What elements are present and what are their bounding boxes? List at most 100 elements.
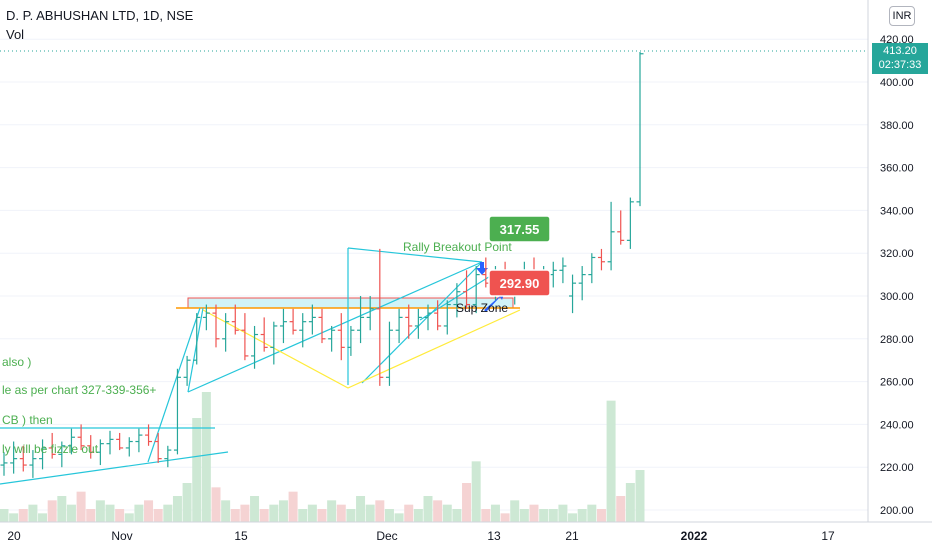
- ohlc-bar[interactable]: [549, 261, 557, 288]
- volume-bar: [105, 504, 115, 522]
- trendline-triangle-f[interactable]: [419, 269, 501, 321]
- ohlc-bar[interactable]: [308, 304, 316, 335]
- y-tick-label: 340.00: [880, 205, 914, 217]
- volume-bar: [124, 513, 134, 522]
- ohlc-bar[interactable]: [87, 435, 95, 459]
- ohlc-bar[interactable]: [443, 300, 451, 335]
- ohlc-bar[interactable]: [472, 266, 480, 314]
- ohlc-bar[interactable]: [453, 283, 461, 318]
- price-axis[interactable]: 420.00400.00380.00360.00340.00320.00300.…: [867, 0, 914, 522]
- ohlc-bar[interactable]: [106, 430, 114, 455]
- volume-bar: [356, 496, 366, 522]
- ohlc-bar[interactable]: [385, 321, 393, 386]
- ohlc-bar[interactable]: [328, 325, 336, 352]
- ohlc-bar[interactable]: [251, 325, 259, 369]
- ohlc-bar[interactable]: [405, 304, 413, 339]
- annotation-rally-breakout[interactable]: Rally Breakout Point: [403, 240, 512, 254]
- ohlc-bar[interactable]: [597, 248, 605, 271]
- ohlc-bar[interactable]: [607, 201, 615, 271]
- ohlc-bar[interactable]: [395, 308, 403, 344]
- ohlc-bar[interactable]: [39, 439, 47, 470]
- ohlc-bar[interactable]: [463, 270, 471, 309]
- ohlc-bar[interactable]: [270, 321, 278, 365]
- ohlc-bar[interactable]: [48, 432, 56, 459]
- ohlc-bar[interactable]: [19, 445, 27, 472]
- ohlc-bar[interactable]: [260, 317, 268, 352]
- volume-bar: [587, 504, 597, 522]
- annotation-sup-zone[interactable]: Sup Zone: [456, 301, 508, 315]
- y-tick-label: 260.00: [880, 377, 914, 389]
- trendline-triangle-a[interactable]: [187, 261, 483, 393]
- ohlc-bar[interactable]: [96, 439, 104, 466]
- ohlc-bar[interactable]: [318, 308, 326, 344]
- volume-bar: [47, 500, 57, 522]
- ohlc-bar[interactable]: [231, 304, 239, 335]
- ohlc-bar[interactable]: [279, 308, 287, 344]
- ohlc-bar[interactable]: [0, 452, 8, 476]
- ohlc-bar[interactable]: [569, 274, 577, 314]
- volume-bar: [375, 500, 385, 522]
- ohlc-bar[interactable]: [164, 445, 172, 468]
- volume-bar: [442, 504, 452, 522]
- ohlc-bar[interactable]: [588, 253, 596, 284]
- ohlc-bar[interactable]: [337, 313, 345, 361]
- ohlc-bar[interactable]: [347, 325, 355, 356]
- ohlc-bar[interactable]: [10, 441, 18, 474]
- ohlc-bar[interactable]: [357, 296, 365, 344]
- x-tick-label: 2022: [681, 529, 708, 543]
- ohlc-bar[interactable]: [241, 313, 249, 361]
- trendline-triangle-b[interactable]: [347, 247, 483, 263]
- ohlc-bar[interactable]: [29, 450, 37, 478]
- annotation-note-2[interactable]: le as per chart 327-339-356+: [2, 383, 156, 397]
- volume-bar: [307, 504, 317, 522]
- ohlc-bar[interactable]: [202, 304, 210, 331]
- ohlc-bar[interactable]: [424, 304, 432, 331]
- volume-bar: [365, 504, 375, 522]
- ohlc-bar[interactable]: [77, 424, 85, 451]
- volume-bar: [568, 513, 578, 522]
- tag-292[interactable]: 292.90: [488, 269, 551, 297]
- yellow-zone[interactable]: [202, 309, 521, 389]
- ohlc-bar[interactable]: [135, 428, 143, 453]
- trendline-rise[interactable]: [147, 307, 201, 463]
- ohlc-bar[interactable]: [617, 210, 625, 245]
- ohlc-bar[interactable]: [434, 300, 442, 331]
- ohlc-bar[interactable]: [58, 441, 66, 468]
- x-tick-label: 21: [565, 529, 579, 543]
- volume-bar: [298, 509, 308, 522]
- ohlc-bar[interactable]: [222, 313, 230, 352]
- trendline-triangle-d[interactable]: [361, 261, 483, 384]
- trendline-lower[interactable]: [0, 451, 229, 485]
- annotation-note-3[interactable]: CB ) then: [2, 413, 53, 427]
- ohlc-bar[interactable]: [154, 432, 162, 463]
- y-tick-label: 320.00: [880, 248, 914, 260]
- time-axis[interactable]: 20 Nov 15 Dec 13 21 2022 17: [0, 521, 932, 543]
- ohlc-bar[interactable]: [183, 355, 191, 386]
- ohlc-bar[interactable]: [376, 248, 384, 386]
- ohlc-bar[interactable]: [145, 424, 153, 446]
- trendline-triangle-e[interactable]: [187, 307, 204, 393]
- ohlc-bar[interactable]: [559, 257, 567, 284]
- ohlc-bar[interactable]: [125, 437, 133, 457]
- annotation-note-1[interactable]: also ): [2, 355, 31, 369]
- tag-317[interactable]: 317.55: [488, 215, 551, 243]
- volume-bar: [548, 509, 558, 522]
- ohlc-bar[interactable]: [299, 313, 307, 348]
- ohlc-bar[interactable]: [366, 296, 374, 331]
- ohlc-bar[interactable]: [289, 308, 297, 335]
- grid: [0, 38, 868, 511]
- currency-button[interactable]: INR: [889, 6, 915, 26]
- ohlc-bar[interactable]: [414, 308, 422, 339]
- ohlc-bar[interactable]: [626, 197, 634, 249]
- volume-bar: [327, 500, 337, 522]
- ohlc-bar[interactable]: [578, 266, 586, 301]
- annotation-note-4[interactable]: ly will be fizzle out: [2, 442, 99, 456]
- ohlc-bar[interactable]: [636, 52, 644, 207]
- ohlc-bar[interactable]: [173, 368, 181, 455]
- ohlc-bar[interactable]: [193, 313, 201, 365]
- volume-bar: [529, 504, 539, 522]
- ohlc-bar[interactable]: [116, 432, 124, 451]
- ohlc-bar[interactable]: [212, 304, 220, 348]
- ohlc-bar[interactable]: [67, 428, 75, 455]
